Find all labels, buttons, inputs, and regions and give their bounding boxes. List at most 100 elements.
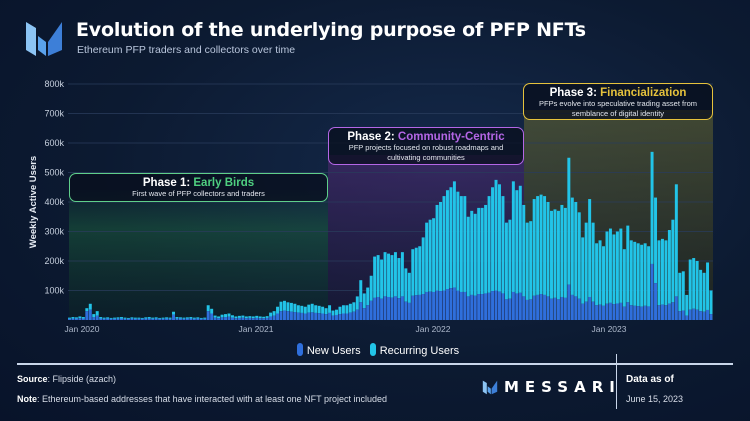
- bar-new-users: [359, 302, 363, 320]
- bar-recurring-users: [445, 190, 449, 290]
- bar-recurring-users: [605, 231, 609, 304]
- bar-recurring-users: [556, 210, 560, 300]
- bar-recurring-users: [414, 247, 418, 296]
- bar-recurring-users: [709, 290, 713, 315]
- bar-new-users: [529, 299, 533, 320]
- bar-new-users: [189, 318, 193, 320]
- bar-recurring-users: [182, 317, 186, 319]
- bar-recurring-users: [411, 249, 415, 296]
- bar-new-users: [199, 318, 203, 320]
- bar-recurring-users: [158, 317, 162, 319]
- bar-new-users: [244, 318, 248, 320]
- bar-recurring-users: [595, 243, 599, 306]
- bar-new-users: [230, 317, 234, 320]
- bar-new-users: [373, 297, 377, 320]
- bar-new-users: [435, 290, 439, 320]
- y-tick-label: 800k: [44, 79, 64, 89]
- bar-new-users: [477, 294, 481, 320]
- bar-recurring-users: [536, 196, 540, 295]
- phase-1-name: Early Birds: [193, 177, 255, 189]
- bar-new-users: [376, 296, 380, 320]
- bar-recurring-users: [289, 302, 293, 312]
- bar-new-users: [272, 315, 276, 320]
- bar-new-users: [310, 312, 314, 320]
- bar-recurring-users: [279, 301, 283, 312]
- bar-recurring-users: [272, 311, 276, 316]
- bar-recurring-users: [484, 204, 488, 294]
- bar-new-users: [685, 315, 689, 320]
- bar-new-users: [137, 318, 141, 320]
- bar-new-users: [390, 297, 394, 320]
- bar-new-users: [328, 312, 332, 320]
- bar-recurring-users: [706, 262, 710, 310]
- bar-new-users: [598, 304, 602, 320]
- bar-new-users: [577, 298, 581, 320]
- bar-new-users: [269, 316, 273, 320]
- bar-new-users: [428, 291, 432, 320]
- bar-recurring-users: [81, 317, 85, 319]
- bar-new-users: [470, 294, 474, 320]
- bar-new-users: [543, 294, 547, 320]
- bar-recurring-users: [335, 309, 338, 315]
- bar-new-users: [439, 291, 443, 320]
- bar-recurring-users: [314, 305, 318, 313]
- bar-recurring-users: [338, 306, 342, 315]
- bar-recurring-users: [452, 181, 456, 288]
- bar-recurring-users: [525, 222, 529, 300]
- bar-new-users: [203, 318, 207, 320]
- bar-recurring-users: [317, 305, 321, 314]
- y-tick-label: 600k: [44, 138, 64, 148]
- bar-recurring-users: [369, 275, 373, 301]
- bar-recurring-users: [480, 207, 484, 295]
- bar-new-users: [196, 318, 200, 320]
- phase-1-description: First wave of PFP collectors and traders: [132, 189, 265, 198]
- bar-recurring-users: [504, 222, 508, 300]
- source-label: Source: [17, 374, 48, 384]
- bar-new-users: [296, 312, 300, 320]
- bar-recurring-users: [615, 231, 619, 304]
- bar-new-users: [78, 318, 82, 320]
- bar-new-users: [636, 306, 640, 320]
- bar-new-users: [491, 291, 495, 320]
- bar-recurring-users: [640, 244, 644, 307]
- bar-new-users: [612, 304, 616, 320]
- bar-recurring-users: [151, 317, 155, 319]
- bar-new-users: [664, 305, 668, 320]
- bar-recurring-users: [404, 268, 408, 302]
- y-tick-label: 200k: [44, 256, 64, 266]
- phase-3-prefix: Phase 3:: [549, 87, 597, 99]
- messari-mark-icon: [482, 380, 498, 395]
- bar-new-users: [532, 295, 536, 320]
- bar-recurring-users: [192, 317, 196, 319]
- bar-recurring-users: [539, 194, 543, 295]
- bar-new-users: [116, 318, 120, 320]
- bar-new-users: [99, 318, 103, 320]
- bar-new-users: [709, 314, 713, 320]
- bar-new-users: [113, 318, 117, 320]
- bar-recurring-users: [341, 305, 345, 314]
- bar-recurring-users: [577, 212, 581, 299]
- bar-new-users: [536, 294, 540, 320]
- bar-new-users: [397, 298, 401, 320]
- bar-new-users: [102, 318, 106, 320]
- bar-recurring-users: [213, 315, 217, 318]
- bar-new-users: [237, 317, 241, 320]
- bar-recurring-users: [491, 187, 495, 292]
- bar-recurring-users: [140, 317, 144, 319]
- bar-new-users: [643, 305, 647, 320]
- bar-new-users: [369, 300, 373, 320]
- bar-recurring-users: [251, 316, 255, 319]
- bar-new-users: [393, 296, 397, 320]
- bar-new-users: [574, 296, 578, 320]
- bar-recurring-users: [296, 305, 300, 313]
- bar-new-users: [425, 291, 429, 320]
- bar-recurring-users: [543, 196, 547, 295]
- bar-new-users: [175, 318, 179, 320]
- recurring-users-swatch: [369, 343, 376, 356]
- bar-new-users: [570, 294, 574, 320]
- bar-new-users: [300, 312, 304, 320]
- bar-new-users: [255, 317, 259, 320]
- bar-recurring-users: [529, 221, 533, 300]
- bar-recurring-users: [359, 280, 363, 303]
- bar-new-users: [515, 293, 519, 320]
